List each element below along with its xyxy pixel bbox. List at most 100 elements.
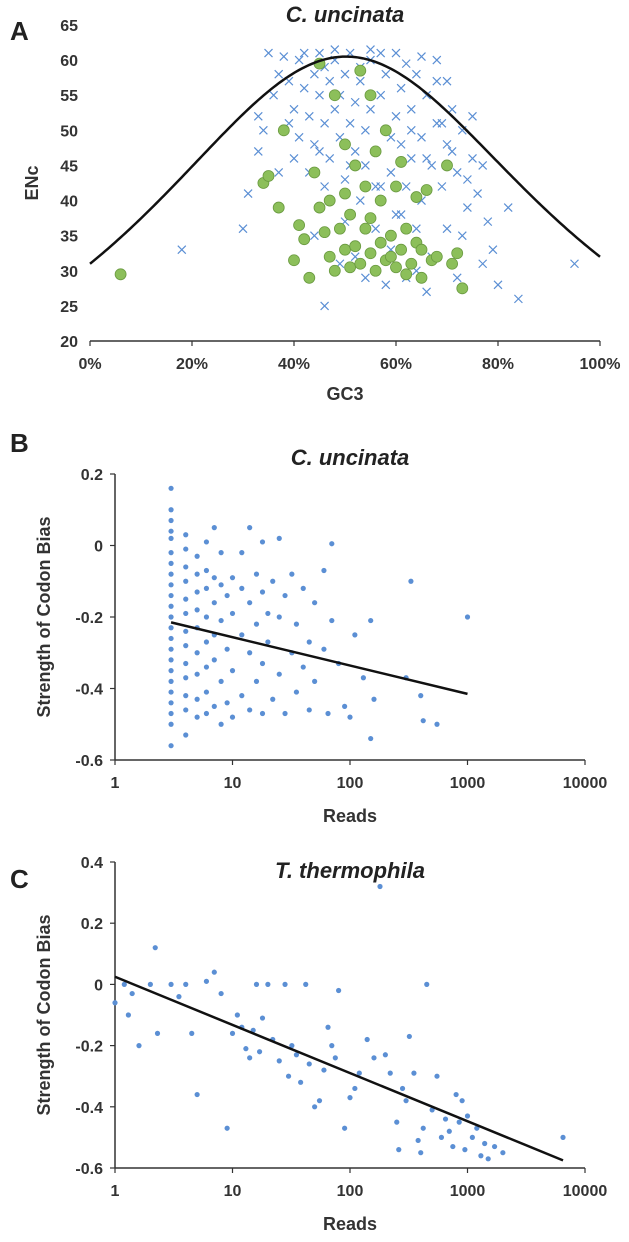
x-tick-label: 20% [176, 356, 208, 373]
data-point-x [432, 76, 442, 86]
data-point [194, 714, 200, 720]
data-point-circle [384, 229, 397, 242]
data-point [265, 639, 271, 645]
data-point [469, 1134, 475, 1140]
data-point-x [264, 48, 273, 58]
data-point [176, 994, 182, 1000]
data-point-circle [405, 257, 418, 270]
data-point [183, 660, 189, 667]
data-point [316, 1098, 323, 1104]
data-point-x [513, 294, 523, 304]
x-tick-label: 100 [337, 775, 364, 792]
y-tick-label: 0.2 [81, 916, 103, 933]
y-tick-label: 20 [60, 334, 78, 351]
y-tick-label: 0 [94, 539, 103, 556]
data-point-x [177, 245, 187, 255]
data-point [168, 721, 174, 727]
data-point [329, 617, 335, 624]
data-point-x [437, 118, 447, 128]
data-point [434, 1073, 440, 1079]
data-point [394, 1119, 400, 1125]
data-point [259, 589, 266, 595]
data-point [168, 614, 174, 620]
data-point [168, 710, 174, 717]
data-point [276, 614, 282, 620]
data-point-x [360, 161, 370, 170]
data-point [229, 610, 236, 617]
data-point [194, 696, 200, 702]
data-point [418, 1150, 424, 1156]
data-point [194, 553, 200, 559]
data-point [312, 678, 318, 684]
data-point [403, 1098, 409, 1104]
data-point-x [294, 55, 304, 65]
data-point-circle [323, 250, 336, 263]
data-point-x [462, 175, 472, 184]
data-point [336, 987, 342, 994]
data-point-x [376, 90, 386, 100]
data-point [368, 617, 374, 624]
data-point [168, 689, 174, 695]
data-point [282, 710, 288, 717]
data-point-x [478, 161, 488, 170]
data-point-circle [379, 124, 392, 137]
data-point [189, 1030, 195, 1036]
data-point-circle [390, 180, 402, 193]
trend-line [114, 975, 564, 1162]
data-point [218, 678, 224, 684]
data-point [306, 639, 312, 645]
data-point-circle [339, 187, 351, 200]
data-point [224, 1125, 230, 1131]
data-point [203, 978, 210, 984]
data-point-x [294, 132, 304, 142]
y-tick-label: 50 [60, 123, 78, 140]
data-point [293, 1052, 300, 1058]
data-point-circle [277, 124, 290, 137]
data-point [183, 628, 189, 634]
data-point [500, 1150, 506, 1156]
data-point [478, 1153, 484, 1159]
data-point-x [396, 139, 406, 149]
data-point-circle [318, 226, 331, 239]
expected-enc-curve [89, 55, 601, 265]
data-point-circle [441, 159, 453, 172]
data-point [168, 517, 174, 524]
data-point-x [422, 153, 432, 163]
data-point [371, 1055, 377, 1061]
y-tick-label: 40 [60, 194, 78, 211]
data-point-x [381, 280, 391, 290]
y-tick-label: -0.6 [75, 753, 103, 770]
data-point-circle [369, 264, 382, 277]
chart-title: C. uncinata [291, 445, 410, 470]
data-point-circle [308, 166, 321, 179]
data-point-circle [364, 212, 377, 225]
data-point-x [345, 118, 355, 128]
data-point-x [447, 104, 457, 114]
data-point [218, 550, 224, 556]
data-point [434, 721, 440, 727]
y-tick-label: 0.4 [81, 855, 103, 872]
data-point [259, 710, 266, 717]
y-tick-label: -0.4 [75, 1100, 103, 1117]
data-point [183, 643, 189, 649]
data-point [387, 1070, 393, 1076]
data-point-x [437, 182, 447, 191]
y-tick-label: -0.2 [75, 1039, 103, 1056]
data-point-x [503, 203, 513, 213]
data-point-x [411, 69, 421, 79]
data-point-x [258, 125, 268, 135]
data-point [276, 1058, 282, 1064]
data-point-circle [328, 89, 341, 102]
data-point-x [366, 45, 375, 55]
data-point [229, 668, 236, 674]
data-point [129, 990, 135, 997]
data-point [406, 1033, 412, 1040]
data-point-x [442, 224, 452, 234]
data-point [224, 646, 230, 652]
data-point [183, 610, 189, 617]
data-point [168, 592, 174, 599]
data-point [239, 632, 245, 638]
data-point [168, 635, 174, 642]
data-point-x [309, 69, 319, 79]
data-point-x [452, 168, 462, 177]
